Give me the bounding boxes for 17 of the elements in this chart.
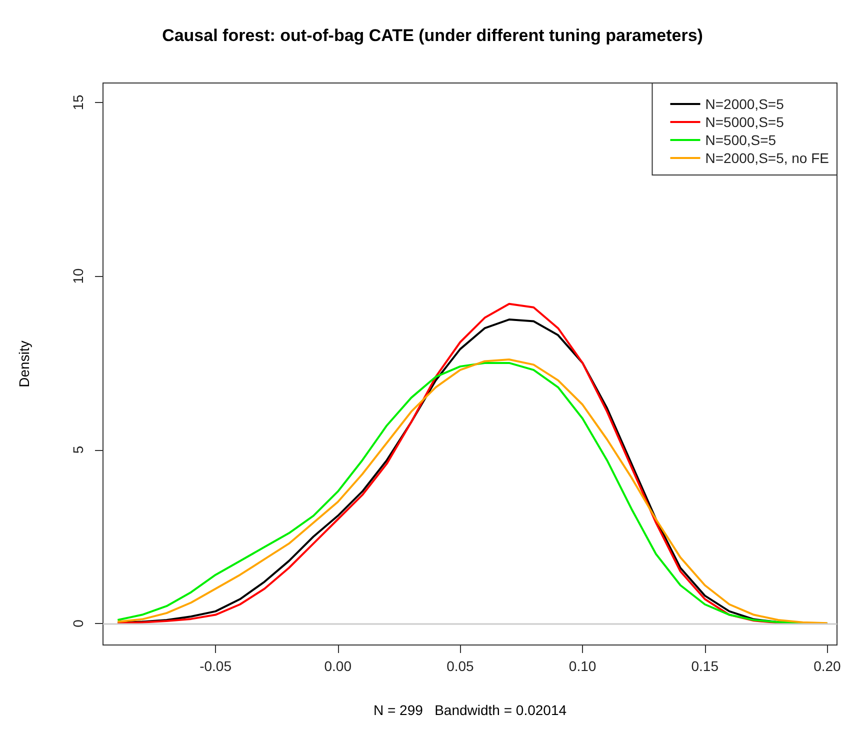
y-tick-label: 5 (70, 446, 86, 454)
x-tick-label: -0.05 (200, 658, 232, 674)
chart-title: Causal forest: out-of-bag CATE (under different tuning parameters) (162, 26, 703, 45)
x-tick-label: 0.10 (568, 658, 596, 674)
x-axis-title: N = 299 Bandwidth = 0.02014 (373, 702, 567, 718)
x-tick-label: 0.00 (324, 658, 352, 674)
x-tick-label: 0.15 (691, 658, 719, 674)
x-tick-label: 0.05 (446, 658, 474, 674)
legend-label: N=2000,S=5, no FE (705, 150, 830, 166)
y-axis-title: Density (16, 340, 32, 388)
y-tick-label: 10 (70, 268, 86, 284)
x-tick-label: 0.20 (814, 658, 842, 674)
y-tick-label: 15 (70, 94, 86, 110)
legend-label: N=2000,S=5 (705, 96, 784, 112)
y-tick-label: 0 (70, 619, 86, 628)
legend-label: N=500,S=5 (705, 132, 776, 148)
legend-label: N=5000,S=5 (705, 114, 784, 130)
